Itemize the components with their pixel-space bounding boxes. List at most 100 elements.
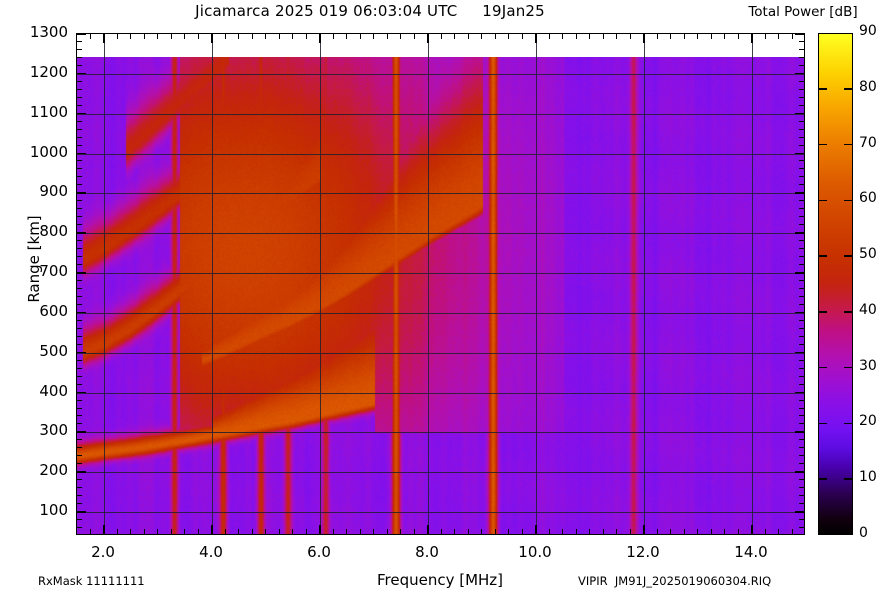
colorbar-tick [844, 311, 852, 313]
y-minor-tick [799, 264, 804, 266]
colorbar-tick-label: 20 [859, 413, 877, 430]
y-minor-tick [77, 136, 82, 138]
x-minor-tick [251, 529, 253, 534]
colorbar-tick-label: 90 [859, 23, 877, 39]
y-minor-tick [77, 160, 82, 162]
x-minor-tick [764, 529, 766, 534]
x-minor-tick [170, 529, 172, 534]
grid-line-h [77, 193, 804, 195]
y-minor-tick [799, 168, 804, 170]
y-minor-tick [799, 327, 804, 329]
y-minor-tick [77, 256, 82, 258]
y-major-tick [77, 112, 86, 115]
x-minor-tick [737, 529, 739, 534]
y-major-tick [77, 152, 86, 155]
y-minor-tick [799, 280, 804, 282]
x-minor-tick [305, 34, 307, 39]
x-minor-tick [521, 529, 523, 534]
y-tick-label: 1200 [29, 62, 68, 81]
y-tick-label: 500 [39, 341, 68, 360]
y-minor-tick [77, 527, 82, 529]
y-major-tick [77, 471, 86, 473]
x-minor-tick [278, 34, 280, 39]
x-minor-tick [697, 34, 698, 39]
x-minor-tick [373, 34, 374, 39]
y-major-tick [77, 391, 86, 394]
x-minor-tick [400, 34, 401, 39]
y-tick-label: 600 [39, 301, 68, 320]
y-major-tick [795, 311, 804, 314]
y-minor-tick [799, 216, 804, 218]
x-minor-tick [562, 529, 563, 534]
x-minor-tick [130, 34, 131, 39]
y-major-tick [795, 232, 804, 234]
x-minor-tick [548, 34, 550, 39]
y-axis-label: Range [km] [25, 215, 43, 303]
y-minor-tick [77, 399, 82, 401]
x-major-tick [751, 525, 753, 534]
x-minor-tick [737, 34, 739, 39]
x-minor-tick [508, 34, 509, 39]
x-minor-tick [197, 529, 199, 534]
x-minor-tick [454, 529, 455, 534]
y-minor-tick [799, 176, 804, 178]
x-major-tick [103, 34, 105, 43]
y-major-tick [795, 471, 804, 473]
colorbar-tick-label: 10 [859, 469, 877, 486]
x-minor-tick [508, 529, 509, 534]
x-minor-tick [170, 34, 172, 39]
x-major-tick [427, 34, 429, 43]
x-minor-tick [481, 529, 482, 534]
y-minor-tick [77, 96, 82, 98]
y-major-tick [77, 192, 86, 194]
x-minor-tick [724, 529, 725, 534]
y-major-tick [795, 351, 804, 354]
x-minor-tick [157, 34, 158, 39]
x-minor-tick [265, 529, 266, 534]
x-minor-tick [724, 34, 725, 39]
x-major-tick [103, 525, 105, 534]
colorbar[interactable] [818, 33, 853, 535]
y-major-tick [795, 431, 804, 433]
grid-line-h [77, 512, 804, 514]
x-minor-tick [697, 529, 698, 534]
y-major-tick [795, 152, 804, 155]
grid-line-v [212, 34, 213, 534]
y-minor-tick [77, 407, 82, 409]
y-minor-tick [799, 495, 804, 497]
y-major-tick [77, 311, 86, 314]
x-minor-tick [278, 529, 280, 534]
y-minor-tick [77, 367, 82, 369]
y-minor-tick [77, 176, 82, 178]
y-minor-tick [799, 240, 804, 242]
y-minor-tick [77, 423, 82, 425]
y-minor-tick [799, 447, 804, 449]
y-minor-tick [77, 439, 82, 441]
grid-line-v [644, 34, 645, 534]
colorbar-tick [819, 366, 827, 369]
y-minor-tick [799, 415, 804, 417]
y-minor-tick [799, 455, 804, 457]
x-minor-tick [413, 34, 415, 39]
x-minor-tick [440, 34, 442, 39]
rxmask-footer: RxMask 11111111 [38, 574, 145, 588]
x-minor-tick [778, 34, 779, 39]
ionogram-plot[interactable] [76, 33, 805, 535]
x-minor-tick [116, 34, 118, 39]
y-minor-tick [77, 40, 82, 42]
y-minor-tick [77, 104, 82, 106]
x-minor-tick [184, 529, 185, 534]
y-major-tick [77, 33, 86, 35]
y-minor-tick [799, 399, 804, 401]
colorbar-tick [844, 422, 852, 425]
x-minor-tick [710, 34, 712, 39]
y-minor-tick [799, 120, 804, 122]
x-minor-tick [481, 34, 482, 39]
y-minor-tick [799, 48, 804, 50]
y-minor-tick [799, 56, 804, 58]
x-major-tick [319, 525, 321, 534]
x-minor-tick [305, 529, 307, 534]
y-minor-tick [77, 335, 82, 337]
x-minor-tick [589, 34, 590, 39]
y-minor-tick [799, 104, 804, 106]
